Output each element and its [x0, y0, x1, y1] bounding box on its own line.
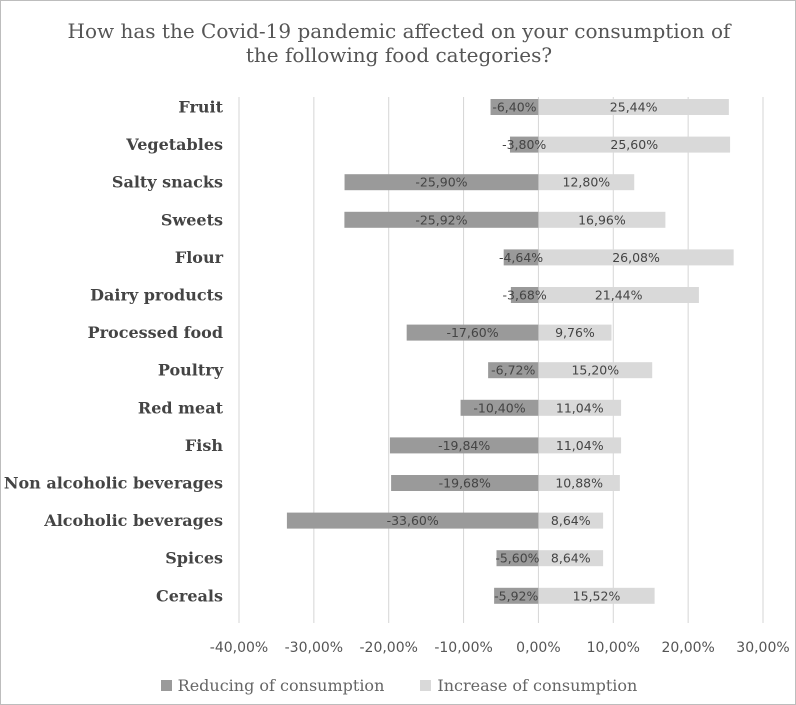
bar-reducing: [344, 174, 539, 191]
bar-reducing: [488, 362, 539, 379]
category-label: Cereals: [156, 586, 223, 605]
bar-increase: [538, 287, 699, 303]
x-tick-label: 20,00%: [661, 640, 714, 656]
data-label-increase: 12,80%: [563, 175, 611, 190]
data-label-reducing: -19,68%: [439, 476, 491, 491]
bar-reducing: [509, 136, 539, 153]
bar-increase: [538, 550, 604, 567]
bar-increase: [538, 211, 666, 228]
data-label-increase: 21,44%: [595, 288, 643, 303]
chart-title: How has the Covid-19 pandemic affected o…: [67, 19, 731, 67]
bar-reducing: [406, 324, 539, 341]
category-label: Non alcoholic beverages: [4, 474, 223, 493]
data-label-reducing: -5,92%: [494, 588, 538, 603]
bar-increase: [538, 174, 635, 191]
category-label: Fruit: [178, 98, 223, 117]
bar-reducing: [490, 99, 539, 115]
bar-reducing: [344, 211, 539, 228]
x-tick-label: -30,00%: [285, 640, 343, 656]
category-label: Poultry: [158, 361, 224, 380]
data-label-reducing: -25,90%: [415, 175, 467, 190]
data-label-increase: 15,20%: [571, 363, 619, 378]
data-label-reducing: -10,40%: [473, 400, 525, 415]
category-label: Flour: [175, 248, 224, 267]
bar-increase: [538, 362, 653, 379]
data-label-increase: 15,52%: [573, 588, 621, 603]
bar-reducing: [503, 249, 539, 266]
legend-label: Increase of consumption: [437, 675, 638, 695]
data-label-reducing: -17,60%: [446, 325, 498, 340]
bar-reducing: [391, 475, 539, 491]
data-label-reducing: -3,68%: [503, 288, 547, 303]
legend-item: Increase of consumption: [420, 676, 637, 695]
bar-increase: [538, 587, 655, 604]
bar-increase: [538, 475, 620, 491]
bar-increase: [538, 512, 604, 529]
data-label-increase: 9,76%: [555, 325, 595, 340]
bar-reducing: [496, 550, 539, 567]
x-tick-label: -40,00%: [210, 640, 268, 656]
category-label: Vegetables: [125, 135, 223, 154]
bar-reducing: [510, 287, 539, 303]
data-label-increase: 16,96%: [578, 212, 626, 227]
data-label-increase: 26,08%: [612, 250, 660, 265]
legend: Reducing of consumption Increase of consu…: [1, 673, 796, 697]
data-label-reducing: -19,84%: [438, 438, 490, 453]
bar-reducing: [286, 512, 539, 529]
category-labels: Fruit Vegetables Salty snacks Sweets Flour Da…: [4, 98, 224, 606]
bar-increase: [538, 399, 622, 416]
category-label: Dairy products: [90, 286, 223, 305]
x-tick-label: 30,00%: [736, 640, 789, 656]
bar-increase: [538, 437, 622, 454]
data-label-increase: 25,60%: [610, 137, 658, 152]
bar-increase: [538, 136, 731, 153]
category-label: Red meat: [138, 398, 224, 417]
category-label: Sweets: [161, 210, 223, 229]
data-label-increase: 8,64%: [551, 551, 591, 566]
legend-swatch: [420, 679, 432, 691]
data-label-reducing: -25,92%: [415, 212, 467, 227]
category-label: Processed food: [88, 323, 223, 342]
bar-increase: [538, 99, 729, 115]
legend-label: Reducing of consumption: [177, 675, 385, 695]
data-label-reducing: -3,80%: [502, 137, 546, 152]
x-axis-ticks: -40,00% -30,00% -20,00% -10,00% 0,00% 10,00% 2…: [210, 640, 790, 656]
category-label: Spices: [165, 549, 223, 568]
data-label-increase: 8,64%: [551, 513, 591, 528]
bar-increase: [538, 249, 734, 266]
legend-item: Reducing of consumption: [160, 675, 385, 695]
x-tick-label: -10,00%: [434, 640, 492, 656]
legend-swatch: [160, 679, 172, 691]
data-label-reducing: -4,64%: [499, 250, 543, 265]
category-label: Alcoholic beverages: [43, 511, 223, 530]
data-label-reducing: -5,60%: [495, 551, 539, 566]
data-label-reducing: -6,72%: [491, 363, 535, 378]
bar-increase: [538, 324, 612, 341]
category-label: Salty snacks: [112, 173, 223, 192]
bar-reducing: [389, 437, 539, 454]
category-label: Fish: [185, 436, 223, 455]
bars: [286, 99, 734, 604]
bar-reducing: [494, 587, 539, 604]
x-tick-label: 10,00%: [587, 640, 640, 656]
data-label-increase: 10,88%: [555, 476, 603, 491]
data-label-reducing: -6,40%: [492, 100, 536, 115]
data-labels: 25,44% -6,40% 25,60% -3,80% 12,80% -25,90% 16,…: [387, 100, 660, 604]
x-tick-label: -20,00%: [359, 640, 417, 656]
data-label-increase: 25,44%: [610, 100, 658, 115]
x-tick-label: 0,00%: [516, 640, 560, 656]
data-label-increase: 11,04%: [556, 438, 604, 453]
bar-reducing: [460, 399, 539, 416]
data-label-increase: 11,04%: [556, 400, 604, 415]
data-label-reducing: -33,60%: [387, 513, 439, 528]
